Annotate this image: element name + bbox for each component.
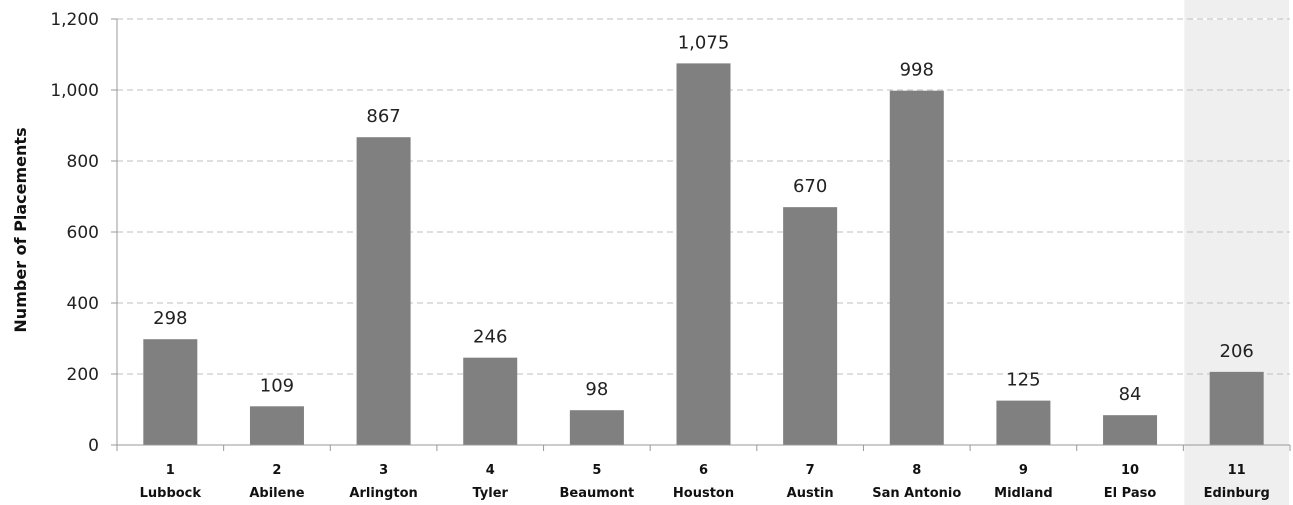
data-label: 670 (793, 176, 827, 197)
data-label: 84 (1119, 384, 1142, 405)
bar (889, 90, 944, 446)
x-category-number: 2 (272, 463, 281, 478)
x-category-number: 11 (1228, 463, 1246, 478)
bar (783, 207, 838, 445)
y-tick-label: 0 (88, 436, 99, 456)
y-tick-label: 600 (67, 223, 99, 243)
x-category-name: Abilene (249, 486, 304, 501)
x-category-number: 6 (699, 463, 708, 478)
data-label: 1,075 (678, 32, 730, 53)
x-category-number: 3 (379, 463, 388, 478)
y-tick-label: 200 (67, 365, 99, 385)
x-category-name: El Paso (1104, 486, 1157, 501)
bar (249, 406, 304, 445)
data-label: 125 (1006, 370, 1040, 391)
x-category-number: 7 (806, 463, 815, 478)
bar (569, 410, 624, 445)
data-label: 867 (366, 106, 400, 127)
y-tick-label: 400 (67, 294, 99, 314)
x-category-name: San Antonio (872, 486, 961, 501)
x-category-number: 4 (486, 463, 495, 478)
data-label: 246 (473, 327, 507, 348)
x-category-number: 8 (912, 463, 921, 478)
x-category-name: Austin (787, 486, 834, 501)
x-category-number: 9 (1019, 463, 1028, 478)
data-label: 98 (585, 379, 608, 400)
bar (1209, 371, 1264, 445)
y-tick-label: 1,000 (50, 81, 99, 101)
bar (143, 339, 198, 445)
x-category-number: 10 (1121, 463, 1139, 478)
x-category-number: 5 (592, 463, 601, 478)
data-labels: 298 109 867 246 98 1,075 670 998 125 84 206 (153, 32, 1254, 405)
x-category-name: Tyler (472, 486, 508, 501)
x-category-name: Arlington (349, 486, 417, 501)
y-tick-label: 1,200 (50, 10, 99, 30)
x-category-name: Houston (673, 486, 734, 501)
bars (143, 63, 1264, 446)
bar (356, 137, 411, 445)
data-label: 206 (1220, 341, 1254, 362)
x-category-name: Edinburg (1204, 486, 1270, 501)
y-axis-title: Number of Placements (11, 127, 30, 332)
x-category-number: 1 (166, 463, 175, 478)
bar (996, 400, 1051, 445)
x-category-name: Beaumont (560, 486, 635, 501)
data-label: 109 (260, 375, 294, 396)
x-category-name: Midland (994, 486, 1053, 501)
bar (1103, 415, 1158, 445)
data-label: 298 (153, 308, 187, 329)
x-category-name: Lubbock (140, 486, 202, 501)
gridlines (117, 18, 1290, 375)
y-tick-label: 800 (67, 152, 99, 172)
bar (676, 63, 731, 445)
axes: 0 200 400 600 800 1,000 1,200 1 Lubbock 2 Abilene 3… (50, 10, 1291, 501)
bar (463, 357, 518, 445)
data-label: 998 (900, 60, 934, 81)
